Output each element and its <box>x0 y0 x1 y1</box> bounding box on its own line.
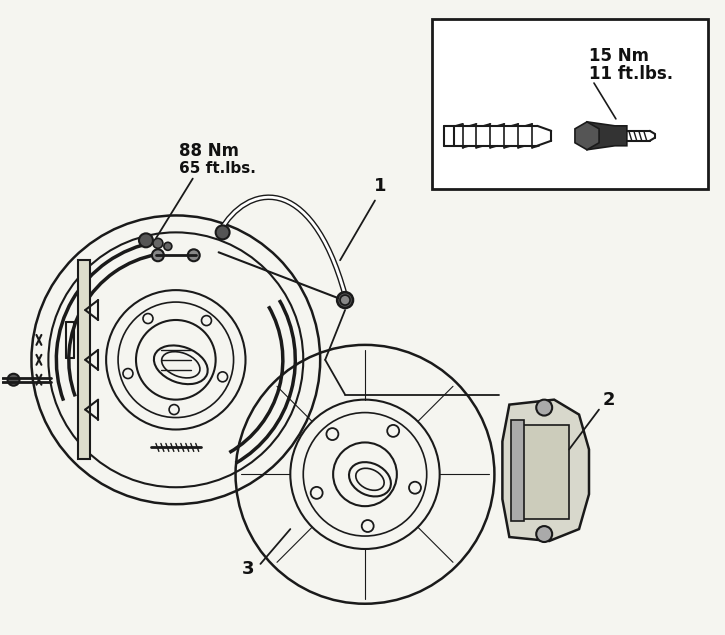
Circle shape <box>536 526 552 542</box>
Text: 11 ft.lbs.: 11 ft.lbs. <box>589 65 673 83</box>
Text: 3: 3 <box>242 560 254 578</box>
Polygon shape <box>511 420 524 521</box>
Polygon shape <box>519 425 569 519</box>
Bar <box>431 19 708 189</box>
Text: 65 ft.lbs.: 65 ft.lbs. <box>179 161 256 176</box>
Text: 15 Nm: 15 Nm <box>589 47 649 65</box>
Circle shape <box>188 250 199 261</box>
Polygon shape <box>575 122 599 150</box>
Circle shape <box>139 234 153 247</box>
Circle shape <box>153 238 163 248</box>
Polygon shape <box>587 122 627 150</box>
Circle shape <box>536 399 552 415</box>
Bar <box>78 260 90 459</box>
Circle shape <box>337 292 353 308</box>
Circle shape <box>7 374 20 385</box>
Circle shape <box>164 243 172 250</box>
Circle shape <box>340 295 350 305</box>
Text: 88 Nm: 88 Nm <box>179 142 239 160</box>
Polygon shape <box>502 399 589 541</box>
Text: 1: 1 <box>373 177 386 194</box>
Text: 2: 2 <box>602 391 616 409</box>
Circle shape <box>152 250 164 261</box>
Circle shape <box>215 225 230 239</box>
